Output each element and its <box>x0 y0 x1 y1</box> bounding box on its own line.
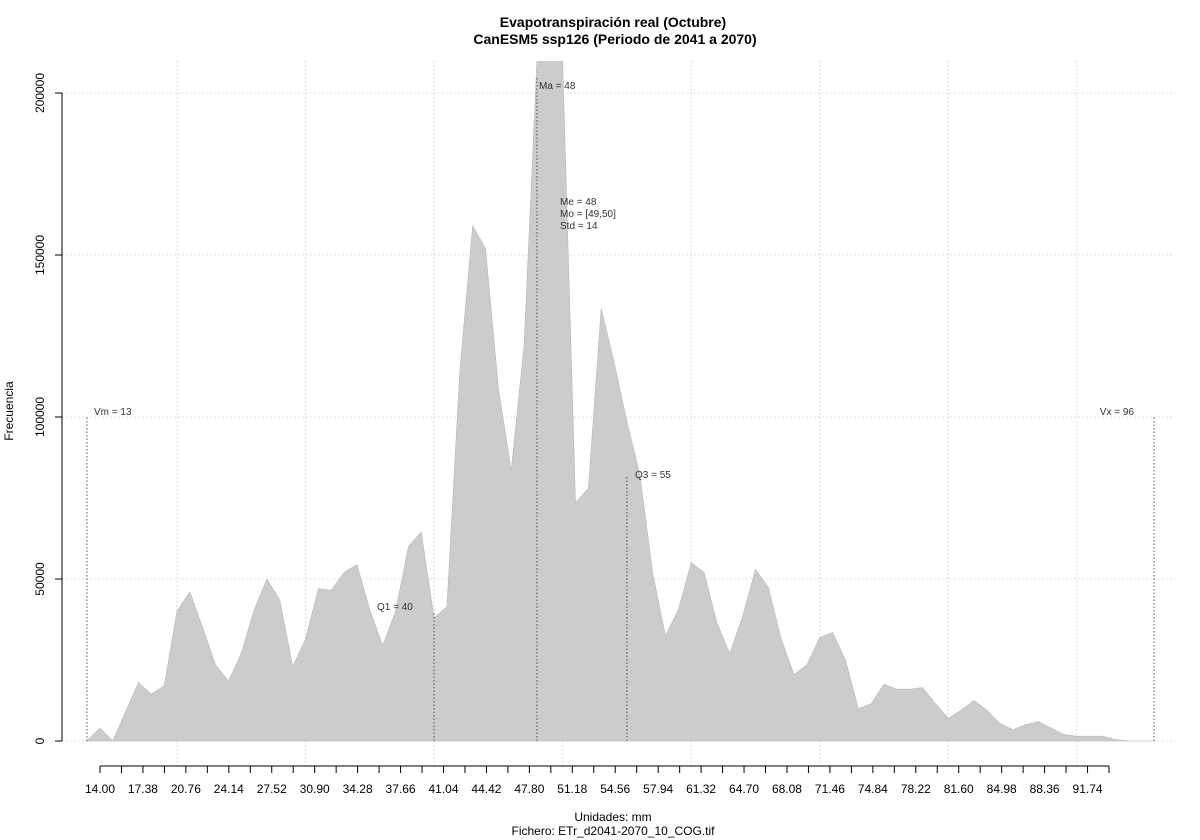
x-tick-label: 84.98 <box>987 782 1017 796</box>
x-tick-label: 74.84 <box>858 782 888 796</box>
y-tick-label: 100000 <box>33 397 47 437</box>
chart-title: Evapotranspiración real (Octubre) <box>500 14 726 30</box>
y-axis: 0 50000 100000 150000 200000 <box>33 73 63 744</box>
x-tick-label: 34.28 <box>343 782 373 796</box>
x-axis: 14.00 17.38 20.76 24.14 27.52 30.90 34.28 37.66… <box>85 765 1110 796</box>
x-tick-label: 47.80 <box>514 782 544 796</box>
x-axis-label: Unidades: mm <box>574 810 651 824</box>
annotation-q1: Q1 = 40 <box>377 602 413 613</box>
frequency-area-shape <box>86 61 1154 742</box>
x-tick-label: 41.04 <box>428 782 458 796</box>
x-tick-label: 20.76 <box>171 782 201 796</box>
x-tick-label: 14.00 <box>85 782 115 796</box>
x-tick-label: 17.38 <box>128 782 158 796</box>
annotation-vm: Vm = 13 <box>94 407 132 418</box>
x-tick-label: 61.32 <box>686 782 716 796</box>
x-tick-label: 91.74 <box>1073 782 1103 796</box>
annotation-me: Me = 48 <box>560 197 597 208</box>
y-axis-label: Frecuencia <box>2 381 16 441</box>
annotation-mo: Mo = [49,50] <box>560 209 616 220</box>
annotation-ma: Ma = 48 <box>539 81 576 92</box>
x-tick-label: 51.18 <box>557 782 587 796</box>
y-tick-label: 50000 <box>33 562 47 596</box>
annotation-q3: Q3 = 55 <box>635 470 671 481</box>
chart-subtitle: CanESM5 ssp126 (Periodo de 2041 a 2070) <box>473 31 756 47</box>
file-caption: Fichero: ETr_d2041-2070_10_COG.tif <box>512 824 716 838</box>
annotation-std: Std = 14 <box>560 221 598 232</box>
x-tick-label: 81.60 <box>944 782 974 796</box>
y-tick-label: 0 <box>33 737 47 744</box>
x-tick-label: 44.42 <box>471 782 501 796</box>
x-tick-label: 64.70 <box>729 782 759 796</box>
x-tick-label: 78.22 <box>901 782 931 796</box>
x-tick-label: 71.46 <box>815 782 845 796</box>
x-tick-label: 57.94 <box>643 782 673 796</box>
frequency-area <box>86 61 1154 742</box>
x-tick-label: 37.66 <box>386 782 416 796</box>
statistic-lines <box>86 76 1155 741</box>
x-tick-label: 68.08 <box>772 782 802 796</box>
y-tick-label: 150000 <box>33 235 47 275</box>
x-tick-label: 54.56 <box>600 782 630 796</box>
x-tick-label: 88.36 <box>1030 782 1060 796</box>
x-tick-label: 30.90 <box>300 782 330 796</box>
annotation-vx: Vx = 96 <box>1100 407 1135 418</box>
y-tick-label: 200000 <box>33 73 47 113</box>
x-tick-label: 24.14 <box>214 782 244 796</box>
x-tick-label: 27.52 <box>257 782 287 796</box>
